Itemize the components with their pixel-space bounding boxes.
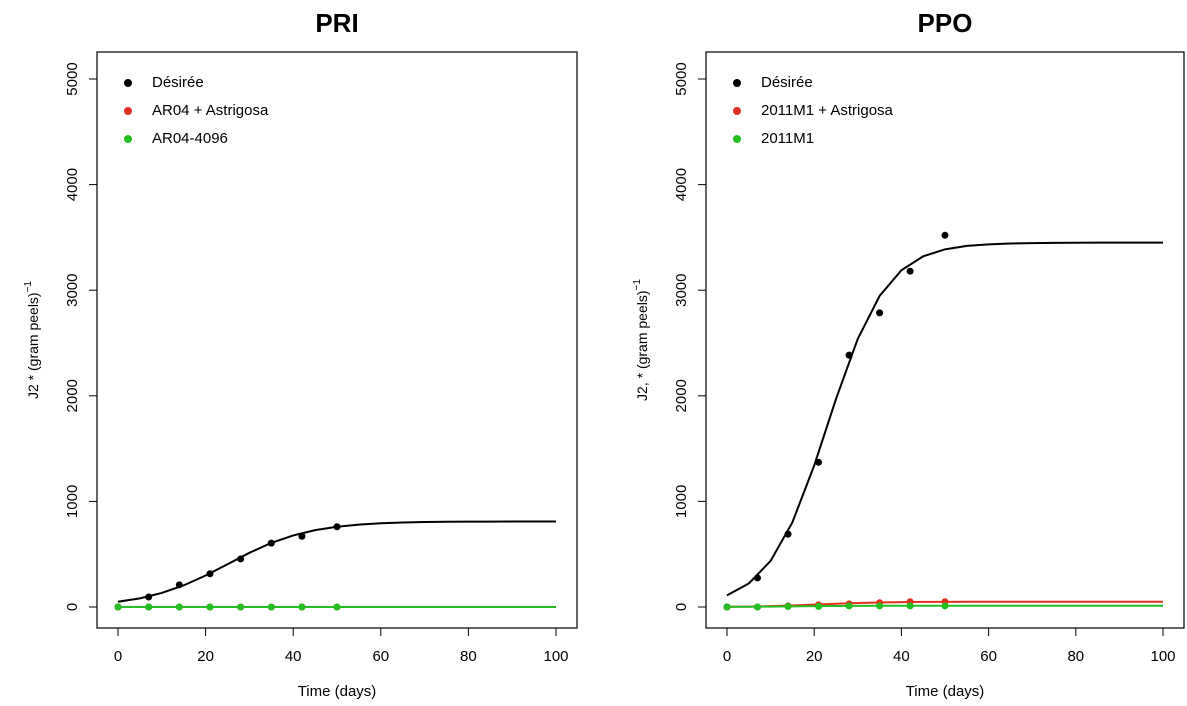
data-point — [754, 603, 762, 611]
data-point — [784, 530, 792, 538]
x-tick-label: 0 — [723, 648, 731, 665]
chart-title: PRI — [315, 8, 358, 38]
legend-marker — [733, 79, 741, 87]
x-axis-label: Time (days) — [906, 683, 985, 700]
x-axis-label: Time (days) — [298, 683, 377, 700]
x-tick-label: 20 — [197, 648, 214, 665]
x-tick-label: 100 — [1150, 648, 1175, 665]
legend-marker — [733, 135, 741, 143]
y-axis-label-exponent: −1 — [632, 279, 643, 291]
data-point — [815, 602, 823, 610]
data-point — [237, 603, 245, 611]
data-point — [723, 603, 731, 611]
y-tick-label: 0 — [64, 603, 81, 611]
legend-label: AR04 + Astrigosa — [152, 102, 269, 119]
y-axis-label: J2, * (gram peels)−1 — [632, 279, 650, 401]
x-tick-label: 60 — [980, 648, 997, 665]
data-point — [237, 555, 245, 563]
legend-label: Désirée — [152, 74, 204, 91]
y-axis-label-text: J2 * (gram peels) — [25, 292, 41, 399]
data-point — [145, 593, 153, 601]
data-point — [333, 523, 341, 531]
data-point — [333, 603, 341, 611]
data-point — [206, 603, 214, 611]
data-point — [267, 603, 275, 611]
y-tick-label: 5000 — [673, 62, 690, 95]
legend-marker — [733, 107, 741, 115]
y-tick-label: 5000 — [64, 62, 81, 95]
x-tick-label: 80 — [460, 648, 477, 665]
legend-marker — [124, 79, 132, 87]
y-tick-label: 3000 — [64, 274, 81, 307]
legend-marker — [124, 107, 132, 115]
data-point — [267, 539, 275, 547]
data-point — [298, 532, 306, 540]
data-point — [175, 581, 183, 589]
y-tick-label: 1000 — [64, 485, 81, 518]
y-tick-label: 4000 — [673, 168, 690, 201]
y-axis-label: J2 * (gram peels)−1 — [23, 281, 41, 399]
data-point — [754, 574, 762, 582]
legend-marker — [124, 135, 132, 143]
data-point — [845, 351, 853, 359]
legend-label: Désirée — [761, 74, 813, 91]
y-axis-label-exponent: −1 — [23, 281, 34, 293]
y-tick-label: 3000 — [673, 274, 690, 307]
y-tick-label: 1000 — [673, 485, 690, 518]
chart-title: PPO — [918, 8, 973, 38]
data-point — [941, 231, 949, 239]
x-tick-label: 0 — [114, 648, 122, 665]
y-axis-label-text: J2, * (gram peels) — [634, 290, 650, 400]
legend-label: 2011M1 — [761, 130, 814, 147]
x-tick-label: 40 — [285, 648, 302, 665]
y-tick-label: 0 — [673, 603, 690, 611]
data-point — [784, 602, 792, 610]
data-point — [876, 309, 884, 317]
fit-line — [726, 241, 1163, 597]
data-point — [876, 602, 884, 610]
x-tick-label: 80 — [1067, 648, 1084, 665]
y-tick-label: 2000 — [673, 379, 690, 412]
data-point — [298, 603, 306, 611]
fit-line — [117, 520, 556, 603]
legend-label: 2011M1 + Astrigosa — [761, 102, 894, 119]
data-point — [815, 458, 823, 466]
data-point — [206, 570, 214, 578]
data-point — [906, 267, 914, 275]
data-point — [845, 602, 853, 610]
data-point — [114, 603, 122, 611]
y-tick-label: 4000 — [64, 168, 81, 201]
x-tick-label: 100 — [543, 648, 568, 665]
x-tick-label: 40 — [893, 648, 910, 665]
data-point — [145, 603, 153, 611]
data-point — [175, 603, 183, 611]
y-tick-label: 2000 — [64, 379, 81, 412]
data-point — [941, 602, 949, 610]
x-tick-label: 20 — [806, 648, 823, 665]
x-tick-label: 60 — [372, 648, 389, 665]
data-point — [906, 602, 914, 610]
legend-label: AR04-4096 — [152, 130, 228, 147]
